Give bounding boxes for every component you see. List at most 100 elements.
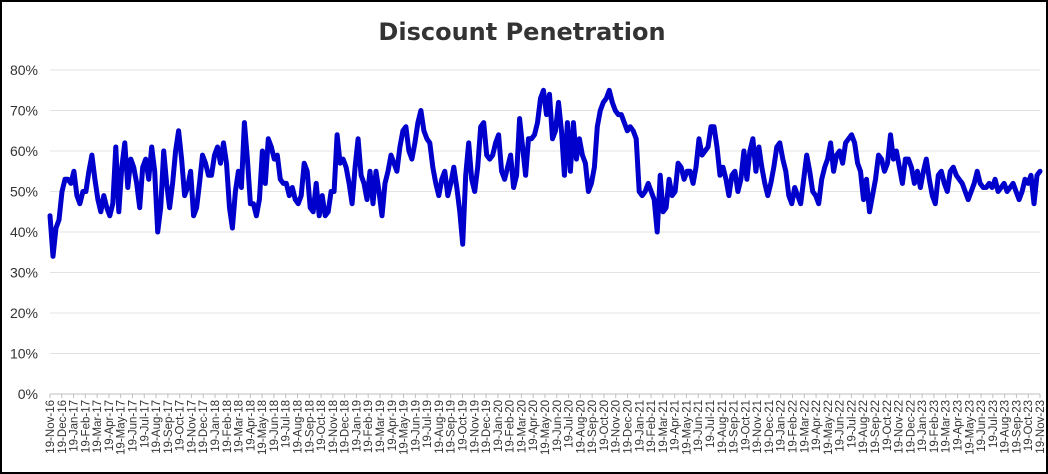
x-tick-label: 19-Apr-18 (245, 400, 257, 451)
x-tick-label: 19-Apr-21 (670, 400, 682, 451)
x-tick-label: 19-Mar-23 (941, 400, 953, 453)
x-tick-label: 19-Feb-22 (788, 400, 800, 453)
x-tick-label: 19-Mar-19 (375, 400, 387, 453)
x-tick-label: 19-Feb-20 (505, 400, 517, 453)
x-tick-label: 19-Apr-17 (104, 400, 116, 451)
x-tick-label: 19-Dec-20 (623, 400, 635, 454)
x-tick-label: 19-Feb-17 (80, 400, 92, 453)
x-tick-label: 19-Sep-23 (1011, 400, 1023, 454)
x-tick-label: 19-Jul-22 (846, 400, 858, 448)
x-tick-label: 19-Aug-23 (1000, 400, 1012, 454)
x-tick-label: 19-Nov-20 (611, 400, 623, 454)
y-tick-label: 10% (10, 346, 38, 362)
x-tick-label: 19-May-20 (540, 400, 552, 455)
x-tick-label: 19-Jul-17 (139, 400, 151, 448)
x-tick-label: 19-Aug-19 (434, 400, 446, 454)
x-tick-label: 19-Oct-19 (458, 400, 470, 451)
x-tick-label: 19-Jun-23 (976, 400, 988, 452)
x-tick-label: 19-Nov-16 (45, 400, 57, 454)
y-tick-label: 30% (10, 265, 38, 281)
x-tick-label: 19-Nov-22 (894, 400, 906, 454)
x-tick-label: 19-Jan-23 (917, 400, 929, 452)
x-tick-label: 19-Dec-19 (481, 400, 493, 454)
y-tick-label: 70% (10, 103, 38, 119)
x-tick-label: 19-Jun-22 (835, 400, 847, 452)
x-tick-label: 19-Dec-17 (198, 400, 210, 454)
x-tick-label: 19-Feb-23 (929, 400, 941, 453)
x-tick-label: 19-Nov-18 (328, 400, 340, 454)
x-tick-label: 19-May-18 (257, 400, 269, 455)
x-tick-label: 19-Sep-22 (870, 400, 882, 454)
chart-title: Discount Penetration (378, 18, 666, 46)
x-tick-label: 19-Jan-20 (493, 400, 505, 452)
x-tick-label: 19-Apr-19 (387, 400, 399, 451)
x-tick-label: 19-Oct-23 (1023, 400, 1035, 451)
x-tick-label: 19-Apr-23 (953, 400, 965, 451)
series-line (47, 87, 1043, 259)
x-tick-label: 19-Nov-23 (1035, 400, 1047, 454)
x-tick-label: 19-Aug-17 (151, 400, 163, 454)
x-tick-label: 19-Apr-20 (528, 400, 540, 451)
x-tick-label: 19-Oct-22 (882, 400, 894, 451)
x-tick-label: 19-Mar-20 (516, 400, 528, 453)
gridlines (50, 69, 1040, 395)
x-tick-label: 19-Jul-20 (564, 400, 576, 448)
x-tick-label: 19-Nov-21 (752, 400, 764, 454)
x-tick-label: 19-Mar-17 (92, 400, 104, 453)
x-tick-label: 19-Feb-18 (222, 400, 234, 453)
x-tick-label: 19-Mar-21 (658, 400, 670, 453)
x-tick-label: 19-Jun-17 (128, 400, 140, 452)
y-axis: 0% 10% 20% 30% 40% 50% 60% 70% 80% (10, 62, 38, 402)
x-tick-label: 19-Oct-20 (599, 400, 611, 451)
x-tick-label: 19-Nov-19 (469, 400, 481, 454)
x-tick-label: 19-Jun-19 (410, 400, 422, 452)
x-tick-label: 19-Dec-18 (340, 400, 352, 454)
x-tick-label: 19-Aug-21 (717, 400, 729, 454)
x-tick-label: 19-May-23 (964, 400, 976, 455)
x-tick-label: 19-Oct-21 (740, 400, 752, 451)
x-tick-label: 19-Sep-20 (587, 400, 599, 454)
x-tick-label: 19-Jul-18 (281, 400, 293, 448)
x-tick-label: 19-Aug-22 (858, 400, 870, 454)
x-tick-label: 19-Mar-18 (234, 400, 246, 453)
x-tick-label: 19-Aug-18 (293, 400, 305, 454)
x-tick-label: 19-Sep-17 (163, 400, 175, 454)
y-tick-label: 0% (18, 386, 38, 402)
x-tick-label: 19-Nov-17 (186, 400, 198, 454)
y-tick-label: 80% (10, 62, 38, 78)
x-tick-label: 19-Mar-22 (799, 400, 811, 453)
x-tick-label: 19-Sep-19 (446, 400, 458, 454)
x-tick-label: 19-Oct-17 (175, 400, 187, 451)
x-tick-label: 19-Feb-19 (363, 400, 375, 453)
x-tick-label: 19-Jan-22 (776, 400, 788, 452)
x-tick-label: 19-Jul-19 (422, 400, 434, 448)
x-tick-label: 19-May-19 (399, 400, 411, 455)
x-tick-label: 19-May-17 (116, 400, 128, 455)
x-tick-label: 19-Jul-23 (988, 400, 1000, 448)
x-tick-label: 19-Feb-21 (646, 400, 658, 453)
x-tick-label: 19-Apr-22 (811, 400, 823, 451)
y-tick-label: 20% (10, 305, 38, 321)
x-tick-label: 19-May-22 (823, 400, 835, 455)
x-tick-label: 19-Jun-21 (693, 400, 705, 452)
x-tick-label: 19-Jan-18 (210, 400, 222, 452)
y-tick-label: 50% (10, 184, 38, 200)
x-axis: 19-Nov-16 19-Dec-16 19-Jan-17 19-Feb-17 19-M… (45, 394, 1047, 455)
x-tick-label: 19-Aug-20 (575, 400, 587, 454)
x-tick-label: 19-Dec-21 (764, 400, 776, 454)
x-tick-label: 19-Jan-21 (634, 400, 646, 452)
x-tick-label: 19-Jun-20 (552, 400, 564, 452)
x-tick-label: 19-Jul-21 (705, 400, 717, 448)
x-tick-label: 19-Sep-21 (729, 400, 741, 454)
x-tick-label: 19-Dec-16 (57, 400, 69, 454)
x-tick-label: 19-Oct-18 (316, 400, 328, 451)
x-tick-label: 19-May-21 (681, 400, 693, 455)
x-tick-label: 19-Jan-19 (351, 400, 363, 452)
x-tick-label: 19-Sep-18 (304, 400, 316, 454)
x-tick-label: 19-Jan-17 (69, 400, 81, 452)
y-tick-label: 60% (10, 143, 38, 159)
x-tick-label: 19-Dec-22 (905, 400, 917, 454)
x-tick-label: 19-Jun-18 (269, 400, 281, 452)
